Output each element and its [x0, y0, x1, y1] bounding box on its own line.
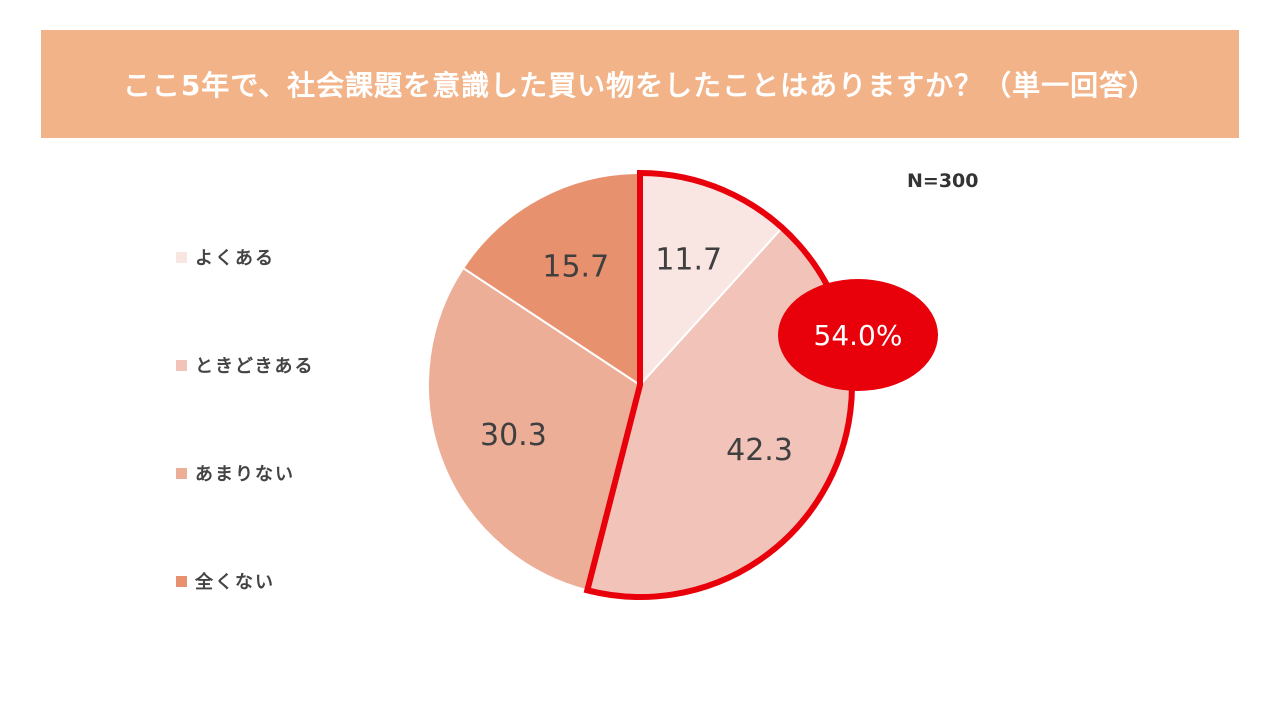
pie-slice-3 — [427, 266, 642, 592]
title-banner: ここ5年で、社会課題を意識した買い物をしたことはありますか？（単一回答） — [41, 30, 1239, 138]
pie-slices — [427, 171, 853, 598]
legend-label-4: 全くない — [195, 572, 275, 593]
pie-slice-4 — [461, 171, 641, 387]
legend-item-3: あまりない — [176, 460, 295, 486]
slice-value-label-2: 42.3 — [726, 433, 793, 468]
highlight-callout-bubble — [778, 279, 938, 391]
legend-swatch-2 — [176, 359, 187, 371]
slice-value-label-3: 30.3 — [480, 418, 547, 453]
chart-title: ここ5年で、社会課題を意識した買い物をしたことはありますか？（単一回答） — [122, 69, 1158, 102]
legend-item-4: 全くない — [176, 568, 275, 594]
highlight-callout-label: 54.0% — [814, 319, 903, 352]
legend-item-1: よくある — [176, 244, 275, 270]
legend-label-2: ときどきある — [195, 356, 315, 377]
highlight-outline — [583, 169, 855, 600]
slice-value-label-1: 11.7 — [655, 242, 722, 277]
slice-value-label-4: 15.7 — [542, 249, 609, 284]
legend-label-3: あまりない — [195, 464, 295, 485]
legend-item-2: ときどきある — [176, 352, 314, 378]
legend: よくある ときどきある あまりない 全くない — [176, 240, 376, 600]
legend-label-1: よくある — [195, 248, 275, 269]
sample-size-label: N=300 — [907, 170, 979, 192]
pie-slice-labels: 11.7 42.3 30.3 15.7 — [480, 242, 793, 468]
legend-swatch-1 — [176, 251, 187, 263]
legend-swatch-4 — [176, 575, 187, 587]
legend-swatch-3 — [176, 467, 187, 479]
